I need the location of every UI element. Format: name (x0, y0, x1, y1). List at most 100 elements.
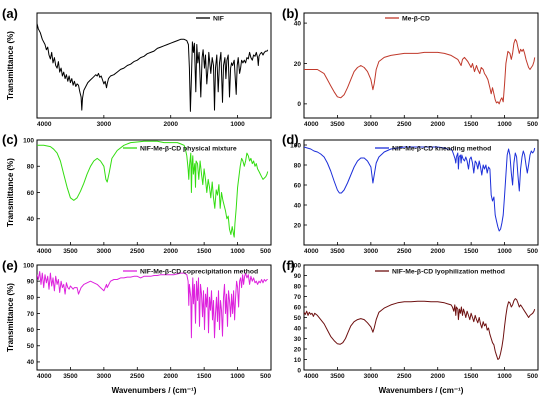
x-tick-label: 3500 (330, 248, 345, 255)
x-tick-label: 1000 (497, 248, 512, 255)
y-axis-title: Transmittance (%) (6, 283, 15, 352)
y-tick-label: 20 (294, 346, 302, 353)
x-axis-title: Wavenumbers / (cm⁻¹) (379, 386, 464, 395)
series-line-a (37, 23, 269, 112)
panel-f: 4000 3500 3000 2500 2000 1500 1000 500 0 10 20 30 40… (282, 258, 539, 380)
y-tick-label: 90 (294, 273, 302, 280)
x-tick-label: 3500 (63, 373, 78, 380)
legend-label: NIF-Me-β-CD lyophilization method (392, 268, 505, 275)
y-tick-label: 40 (294, 20, 302, 27)
x-tick-label: 3000 (364, 121, 379, 128)
y-tick-label: 60 (27, 327, 35, 334)
series-line-b (304, 38, 536, 105)
x-tick-label: 4000 (37, 248, 52, 255)
y-tick-label: 40 (27, 216, 35, 223)
plot-frame (36, 12, 272, 119)
x-tick-label: 500 (527, 121, 538, 128)
y-tick-label: 70 (27, 311, 35, 318)
panel-c: 4000 3500 3000 2500 2000 1500 1000 500 40 60 80 100… (2, 132, 272, 255)
plot-frame (36, 264, 272, 371)
panel-label: (b) (282, 6, 299, 21)
y-axis-title: Transmittance (%) (6, 158, 15, 227)
x-tick-label: 3500 (330, 373, 345, 380)
legend-label: Me-β-CD (402, 15, 430, 22)
y-tick-label: 100 (23, 137, 34, 144)
plot-frame (303, 12, 539, 119)
x-tick-label: 2500 (397, 121, 412, 128)
y-tick-label: 80 (27, 295, 35, 302)
x-tick-label: 4000 (304, 373, 319, 380)
y-tick-label: 50 (294, 315, 302, 322)
panel-label: (e) (2, 258, 18, 273)
x-tick-label: 1000 (230, 373, 245, 380)
y-tick-label: 60 (294, 304, 302, 311)
x-tick-label: 3500 (63, 248, 78, 255)
y-tick-label: 20 (294, 222, 302, 229)
plot-frame (303, 139, 539, 246)
y-tick-label: 50 (27, 343, 35, 350)
x-tick-label: 3000 (97, 121, 112, 128)
panel-b: 4000 3500 3000 2500 2000 1500 1000 500 0 20 40 Me-β… (282, 6, 539, 128)
y-axis-title: Transmittance (%) (6, 31, 15, 100)
panel-label: (c) (2, 132, 18, 147)
x-tick-label: 1000 (497, 373, 512, 380)
panel-e: 4000 3500 3000 2500 2000 1500 1000 500 40 50 60 70 8… (2, 258, 272, 380)
x-tick-label: 2000 (430, 248, 445, 255)
series-line-f (304, 298, 536, 360)
plot-frame (303, 264, 539, 371)
y-tick-label: 80 (294, 162, 302, 169)
x-axis-title: Wavenumbers / (cm⁻¹) (112, 386, 197, 395)
x-tick-label: 500 (260, 248, 271, 255)
x-tick-label: 1500 (464, 121, 479, 128)
x-tick-label: 2000 (163, 121, 178, 128)
x-tick-label: 500 (527, 248, 538, 255)
x-tick-label: 1500 (197, 373, 212, 380)
y-tick-label: 0 (297, 101, 301, 108)
panel-d: 4000 3500 3000 2500 2000 1500 1000 500 20 40 60 80 1… (282, 132, 539, 255)
x-tick-label: 3000 (97, 248, 112, 255)
legend-label: NIF-Me-β-CD physical mixture (140, 145, 237, 152)
x-tick-label: 2500 (397, 373, 412, 380)
panel-label: (a) (2, 6, 18, 21)
legend-label: NIF-Me-β-CD coprecipitation method (140, 268, 258, 275)
x-tick-label: 3000 (364, 373, 379, 380)
x-tick-label: 2500 (397, 248, 412, 255)
x-tick-label: 500 (260, 373, 271, 380)
plot-frame (36, 139, 272, 246)
y-tick-label: 80 (27, 164, 35, 171)
y-tick-label: 0 (297, 367, 301, 374)
x-tick-label: 1500 (197, 248, 212, 255)
y-tick-label: 80 (294, 283, 302, 290)
x-tick-label: 1000 (497, 121, 512, 128)
y-tick-label: 100 (290, 142, 301, 149)
y-tick-label: 40 (294, 325, 302, 332)
series-line-d (304, 146, 536, 232)
panel-label: (f) (282, 258, 295, 273)
x-tick-label: 4000 (304, 121, 319, 128)
series-line-c (37, 140, 269, 238)
y-tick-label: 60 (27, 190, 35, 197)
y-tick-label: 40 (294, 202, 302, 209)
y-tick-label: 20 (294, 61, 302, 68)
y-tick-label: 90 (27, 278, 35, 285)
x-tick-label: 3000 (364, 248, 379, 255)
x-tick-label: 4000 (304, 248, 319, 255)
x-tick-label: 2000 (163, 248, 178, 255)
x-tick-label: 2000 (430, 121, 445, 128)
legend-label: NIF (213, 15, 224, 22)
y-tick-label: 100 (23, 262, 34, 269)
x-tick-label: 1000 (230, 121, 245, 128)
series-line-e (37, 271, 268, 339)
x-tick-label: 1000 (230, 248, 245, 255)
x-tick-label: 2000 (430, 373, 445, 380)
y-tick-label: 70 (294, 294, 302, 301)
x-tick-label: 1500 (464, 248, 479, 255)
x-tick-label: 1500 (464, 373, 479, 380)
y-tick-label: 60 (294, 182, 302, 189)
x-tick-label: 2000 (163, 373, 178, 380)
x-tick-label: 500 (527, 373, 538, 380)
y-tick-label: 100 (290, 262, 301, 269)
x-tick-label: 2500 (130, 248, 145, 255)
